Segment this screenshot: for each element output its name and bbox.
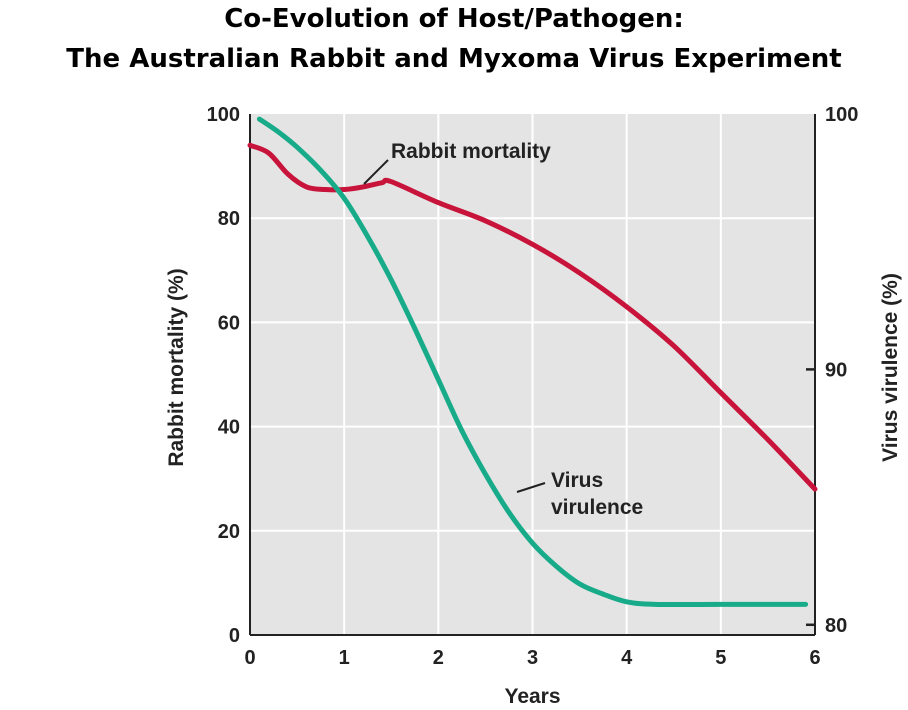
virus-virulence-annotation-line: Virus: [551, 469, 603, 492]
left-y-tick-label: 0: [229, 625, 240, 647]
x-tick-label: 0: [244, 647, 255, 669]
chart-title-line-2: The Australian Rabbit and Myxoma Virus E…: [66, 44, 842, 74]
left-y-tick-label: 60: [218, 312, 240, 334]
virus-virulence-annotation-line: virulence: [551, 496, 643, 519]
right-y-tick-label: 100: [825, 104, 858, 126]
x-tick-label: 5: [715, 647, 726, 669]
right-y-tick-label: 90: [825, 359, 847, 381]
x-tick-label: 4: [621, 647, 633, 669]
rabbit-mortality-leader-line: [363, 159, 389, 185]
virus-virulence-annotation: Virus virulence: [551, 469, 643, 519]
rabbit-mortality-annotation: Rabbit mortality: [391, 140, 551, 163]
series-lines: [247, 116, 818, 608]
virus-virulence-leader-line: [516, 482, 546, 493]
x-tick-label: 2: [433, 647, 444, 669]
left-y-axis-label: Rabbit mortality (%): [165, 268, 188, 466]
left-y-tick-label: 40: [218, 417, 240, 439]
right-y-tick-label: 80: [825, 615, 847, 637]
x-tick-label: 1: [339, 647, 350, 669]
x-axis-label: Years: [504, 685, 560, 708]
x-tick-label: 6: [809, 647, 820, 669]
rabbit-mortality-line: [247, 142, 818, 492]
right-y-axis-label: Virus virulence (%): [879, 273, 902, 462]
left-y-tick-label: 80: [218, 208, 240, 230]
annotations: Rabbit mortality Virus virulence: [363, 140, 643, 519]
x-tick-label: 3: [527, 647, 538, 669]
virus-virulence-line: [256, 116, 809, 608]
left-y-tick-label: 100: [207, 104, 240, 126]
chart-title-line-1: Co-Evolution of Host/Pathogen:: [224, 4, 684, 34]
left-y-tick-label: 20: [218, 521, 240, 543]
